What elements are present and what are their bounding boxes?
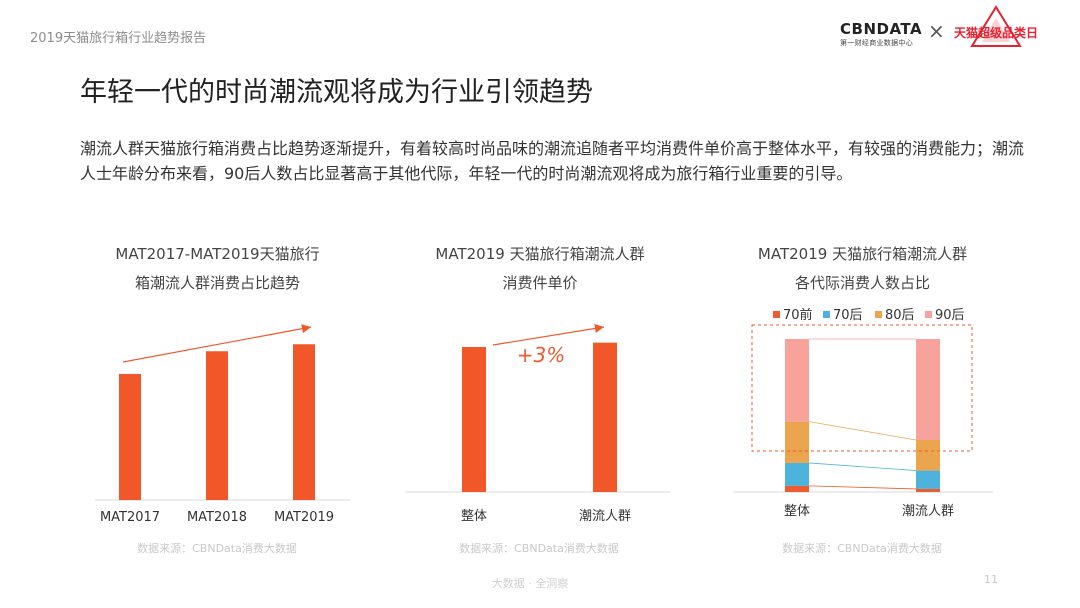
chart1-bar-MAT2017	[119, 374, 141, 500]
page-title: 年轻一代的时尚潮流观将成为行业引领趋势	[80, 77, 593, 108]
report-title: 2019天猫旅行箱行业趋势报告	[30, 31, 207, 46]
chart3-highlight-box	[751, 324, 973, 452]
chart3-connector-70前	[808, 485, 917, 490]
chart3-connector-80后	[808, 421, 917, 441]
chart2-bar-chart: 整体 潮流人群 +3%	[405, 323, 670, 524]
chart3-bar-整体-70后	[785, 462, 809, 486]
tmall-logo-text: 天猫超级品类日	[953, 26, 1038, 40]
chart3-bar-整体-90后	[785, 339, 809, 422]
chart2-bar-整体	[462, 347, 486, 492]
chart1-bar-MAT2018	[206, 351, 228, 500]
chart2-bar-潮流人群	[593, 342, 617, 492]
chart1-title: MAT2017-MAT2019天猫旅行 箱潮流人群消费占比趋势	[95, 240, 340, 298]
chart3-xtick-潮流人群: 潮流人群	[902, 504, 954, 519]
chart3-legend-swatch-70前	[773, 311, 780, 318]
intro-paragraph: 潮流人群天猫旅行箱消费占比趋势逐渐提升，有着较高时尚品味的潮流追随者平均消费件单…	[80, 139, 1025, 183]
chart2-title: MAT2019 天猫旅行箱潮流人群 消费件单价	[410, 240, 670, 298]
chart3-legend-label-70后: 70后	[833, 308, 863, 323]
chart3-legend-label-70前: 70前	[783, 307, 813, 323]
chart2-trend-arrow-head	[594, 323, 604, 333]
logo-cross: ×	[928, 19, 945, 43]
chart2-source: 数据来源：CBNData消费大数据	[459, 542, 619, 555]
chart1-xtick-MAT2019: MAT2019	[274, 510, 334, 525]
cbndata-logo-text: CBNDATA	[840, 20, 923, 38]
chart3-bar-潮流人群-80后	[916, 439, 940, 471]
chart3-bar-潮流人群-70前	[916, 488, 940, 492]
tmall-logo-triangle-icon	[970, 5, 1022, 47]
chart1-xtick-MAT2017: MAT2017	[100, 510, 160, 525]
chart3-title-line1: MAT2019 天猫旅行箱潮流人群	[757, 245, 968, 263]
chart3-source: 数据来源：CBNData消费大数据	[782, 542, 942, 555]
cbndata-logo-subtitle: 第一财经商业数据中心	[840, 39, 913, 47]
footer-slogan: 大数据 · 全洞察	[491, 577, 569, 590]
chart2-xtick-整体: 整体	[461, 509, 487, 524]
chart3-title-line2: 各代际消费人数占比	[794, 274, 930, 292]
chart2-trend-arrow	[492, 326, 605, 346]
chart3-title: MAT2019 天猫旅行箱潮流人群 各代际消费人数占比	[735, 240, 990, 298]
tmall-logo: 天猫超级品类日	[952, 4, 1040, 54]
page-number: 11	[984, 573, 998, 586]
chart1-bar-MAT2019	[293, 344, 315, 500]
chart3-legend-label-80后: 80后	[885, 308, 915, 323]
chart3-bar-潮流人群-70后	[916, 470, 940, 489]
chart1-title-line1: MAT2017-MAT2019天猫旅行	[115, 245, 320, 263]
chart1-bar-chart: MAT2017 MAT2018 MAT2019	[95, 324, 350, 525]
chart3-legend-swatch-70后	[823, 311, 830, 318]
chart3-bar-整体-70前	[785, 485, 809, 492]
chart3-bar-整体-80后	[785, 421, 809, 463]
chart3-legend-swatch-90后	[925, 311, 932, 318]
chart1-xtick-MAT2018: MAT2018	[187, 510, 247, 525]
cbndata-logo: CBNDATA 第一财经商业数据中心	[840, 20, 922, 50]
chart3-legend-label-90后: 90后	[935, 308, 965, 323]
chart1-trend-arrow-head	[301, 324, 311, 334]
chart1-title-line2: 箱潮流人群消费占比趋势	[134, 274, 300, 292]
chart1-source: 数据来源：CBNData消费大数据	[137, 542, 297, 555]
chart3-bar-潮流人群-90后	[916, 339, 940, 440]
chart2-annotation: +3%	[517, 343, 566, 367]
chart1-trend-arrow	[122, 326, 312, 363]
chart3-legend-swatch-80后	[875, 311, 882, 318]
chart2-xtick-潮流人群: 潮流人群	[579, 509, 631, 524]
chart2-title-line2: 消费件单价	[502, 274, 578, 292]
chart3-connector-70后	[808, 462, 917, 471]
chart3-xtick-整体: 整体	[784, 504, 810, 519]
chart2-title-line1: MAT2019 天猫旅行箱潮流人群	[435, 245, 645, 263]
